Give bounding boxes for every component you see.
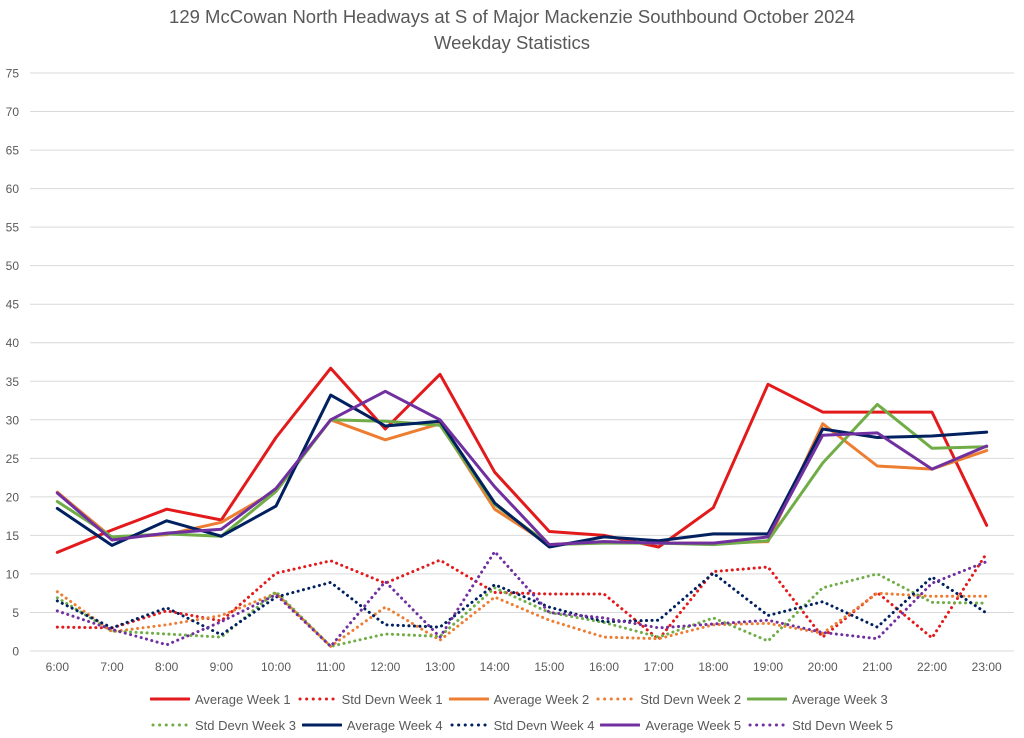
legend-label: Average Week 3 — [792, 691, 888, 707]
y-tick-label: 35 — [6, 375, 20, 389]
series-average-week-5 — [55, 389, 989, 547]
y-tick-label: 75 — [6, 67, 20, 81]
y-tick-label: 40 — [6, 336, 20, 350]
x-tick-label: 12:00 — [370, 660, 400, 674]
legend-label: Average Week 4 — [346, 717, 443, 733]
y-tick-label: 5 — [12, 606, 19, 620]
legend-item-std-devn-week-4: Std Devn Week 4 — [449, 717, 595, 733]
x-tick-label: 14:00 — [480, 660, 510, 674]
x-tick-label: 8:00 — [155, 660, 179, 674]
y-tick-label: 60 — [6, 182, 20, 196]
y-axis-tick-labels: 0 5 10 15 20 25 30 35 40 45 50 55 60 65 70 75 — [6, 67, 20, 659]
chart-subtitle: Weekday Statistics — [434, 32, 590, 53]
y-tick-label: 65 — [6, 144, 20, 158]
dotted-line-swatch-icon — [748, 723, 787, 727]
legend-label: Std Devn Week 2 — [640, 691, 742, 707]
legend-item-average-week-4: Average Week 4 — [301, 717, 443, 733]
y-tick-label: 30 — [6, 413, 20, 427]
legend-row: Std Devn Week 3 Average Week 4 Std Devn We… — [150, 712, 910, 738]
series-average-week-4 — [55, 393, 989, 549]
solid-line-swatch-icon — [448, 697, 489, 701]
x-tick-label: 16:00 — [589, 660, 619, 674]
legend-row: Average Week 1 Std Devn Week 1 Average Wee… — [150, 686, 910, 712]
legend-item-average-week-3: Average Week 3 — [747, 692, 888, 707]
y-tick-label: 15 — [6, 529, 20, 543]
x-tick-label: 22:00 — [917, 660, 947, 674]
legend: Average Week 1 Std Devn Week 1 Average Wee… — [150, 686, 910, 738]
x-tick-label: 15:00 — [534, 660, 564, 674]
x-tick-label: 6:00 — [46, 660, 70, 674]
legend-label: Average Week 1 — [195, 691, 291, 707]
legend-item-std-devn-week-1: Std Devn Week 1 — [297, 692, 443, 707]
legend-item-average-week-5: Average Week 5 — [600, 718, 741, 733]
dotted-line-swatch-icon — [450, 723, 489, 727]
solid-line-swatch-icon — [600, 723, 641, 727]
x-tick-label: 23:00 — [972, 660, 1002, 674]
x-tick-label: 21:00 — [862, 660, 892, 674]
x-tick-label: 13:00 — [425, 660, 455, 674]
legend-label: Std Devn Week 1 — [341, 691, 443, 707]
x-tick-label: 7:00 — [100, 660, 124, 674]
series-std-devn-week-4 — [55, 571, 989, 637]
legend-item-std-devn-week-3: Std Devn Week 3 — [150, 718, 296, 733]
dotted-line-swatch-icon — [596, 697, 635, 701]
chart-title: 129 McCowan North Headways at S of Major… — [0, 4, 1024, 56]
solid-line-swatch-icon — [150, 697, 190, 701]
series-lines — [55, 366, 989, 648]
y-tick-label: 70 — [6, 105, 20, 119]
series-average-week-1 — [55, 366, 989, 554]
dotted-line-swatch-icon — [151, 723, 190, 727]
y-tick-label: 10 — [6, 567, 20, 581]
x-tick-label: 17:00 — [644, 660, 674, 674]
legend-label: Std Devn Week 5 — [792, 717, 894, 733]
y-tick-label: 20 — [6, 490, 20, 504]
gridlines — [30, 72, 1014, 652]
legend-item-average-week-2: Average Week 2 — [448, 691, 590, 707]
y-tick-label: 55 — [6, 221, 20, 235]
x-tick-label: 9:00 — [210, 660, 234, 674]
legend-label: Std Devn Week 4 — [493, 717, 595, 733]
dotted-line-swatch-icon — [298, 697, 337, 701]
y-tick-label: 25 — [6, 452, 20, 466]
y-tick-label: 0 — [12, 645, 19, 659]
legend-label: Average Week 5 — [645, 717, 742, 733]
chart-title-line-1: 129 McCowan North Headways at S of Major… — [169, 6, 855, 27]
legend-item-std-devn-week-5: Std Devn Week 5 — [747, 718, 893, 733]
solid-line-swatch-icon — [747, 697, 788, 701]
x-tick-label: 18:00 — [698, 660, 728, 674]
series-std-devn-week-5 — [55, 550, 989, 648]
series-std-devn-week-3 — [55, 572, 989, 648]
y-tick-label: 45 — [6, 298, 20, 312]
x-tick-label: 10:00 — [261, 660, 291, 674]
x-tick-label: 19:00 — [753, 660, 783, 674]
legend-item-average-week-1: Average Week 1 — [150, 692, 291, 707]
series-std-devn-week-1 — [55, 551, 989, 641]
series-std-devn-week-2 — [55, 590, 989, 648]
solid-line-swatch-icon — [301, 723, 342, 727]
y-tick-label: 50 — [6, 259, 20, 273]
x-tick-label: 20:00 — [808, 660, 838, 674]
x-axis-tick-labels: 6:00 7:00 8:00 9:00 10:00 11:00 12:00 13:00 14:0… — [46, 660, 1002, 674]
legend-label: Std Devn Week 3 — [195, 717, 296, 733]
legend-label: Average Week 2 — [493, 691, 590, 707]
x-tick-label: 11:00 — [316, 660, 345, 674]
legend-item-std-devn-week-2: Std Devn Week 2 — [595, 692, 741, 707]
